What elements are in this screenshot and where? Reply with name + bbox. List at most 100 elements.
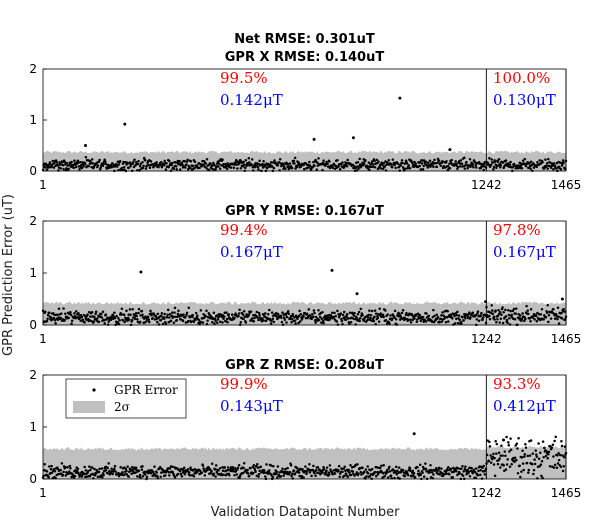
data-point (280, 320, 284, 324)
data-point (225, 317, 229, 321)
data-point (475, 318, 479, 321)
data-point (117, 316, 120, 320)
data-point (99, 166, 102, 169)
data-point (421, 167, 425, 171)
data-point (561, 159, 565, 162)
data-point (123, 473, 126, 476)
data-point (44, 166, 47, 169)
data-point (366, 316, 370, 319)
data-point (293, 156, 297, 160)
data-point (549, 317, 553, 320)
data-point (536, 311, 539, 315)
data-point (164, 474, 167, 477)
data-point (396, 469, 399, 473)
data-point (281, 311, 284, 314)
data-point (349, 463, 352, 467)
data-point (142, 164, 145, 168)
data-point (57, 316, 60, 319)
data-point (170, 163, 173, 167)
data-point (346, 158, 349, 162)
data-point (515, 442, 519, 446)
outlier-point (560, 297, 564, 301)
data-point (292, 159, 296, 163)
data-point (355, 471, 359, 474)
data-point (560, 444, 564, 448)
data-point (213, 468, 217, 471)
data-point (149, 160, 153, 163)
data-point (100, 467, 104, 470)
data-point (499, 317, 503, 321)
data-point (423, 318, 427, 321)
data-point (316, 161, 319, 165)
data-point (328, 160, 331, 163)
data-point (357, 310, 361, 314)
data-point (364, 468, 368, 471)
data-point (362, 470, 366, 474)
data-point (461, 316, 464, 319)
data-point (168, 312, 172, 316)
data-point (560, 317, 564, 320)
data-point (188, 474, 192, 477)
data-point (120, 307, 124, 310)
data-point (424, 320, 428, 323)
data-point (322, 159, 325, 162)
data-point (447, 465, 450, 469)
data-point (229, 166, 233, 169)
data-point (436, 315, 440, 319)
data-point (508, 317, 511, 320)
data-point (409, 469, 412, 473)
data-point (102, 473, 105, 477)
data-point (144, 473, 147, 476)
data-point (424, 160, 428, 164)
data-point (165, 162, 168, 165)
data-point (143, 321, 146, 324)
data-point (86, 317, 90, 321)
data-point (302, 167, 306, 171)
data-point (491, 309, 494, 312)
data-point (258, 469, 261, 472)
data-point (341, 470, 344, 473)
data-point (422, 164, 425, 168)
data-point (189, 320, 193, 324)
data-point (242, 309, 246, 313)
data-point (59, 316, 62, 320)
data-point (108, 316, 112, 320)
data-point (337, 469, 340, 472)
data-point (372, 163, 375, 166)
data-point (491, 312, 495, 316)
data-point (372, 319, 376, 323)
data-point (93, 467, 96, 471)
data-point (212, 311, 216, 314)
data-point (465, 160, 468, 164)
data-point (547, 314, 551, 317)
data-point (288, 470, 292, 474)
data-point (401, 468, 405, 472)
data-point (204, 470, 208, 473)
data-point (311, 468, 315, 472)
data-point (138, 164, 142, 168)
data-point (531, 462, 534, 466)
data-point (312, 464, 315, 468)
data-point (256, 466, 260, 469)
data-point (448, 166, 452, 170)
data-point (128, 318, 131, 321)
data-point (194, 318, 197, 322)
data-point (550, 446, 553, 449)
data-point (312, 309, 316, 312)
data-point (288, 472, 291, 476)
data-point (437, 466, 441, 470)
data-point (547, 453, 550, 456)
data-point (137, 307, 141, 311)
data-point (357, 167, 360, 170)
data-point (148, 166, 152, 169)
data-point (481, 318, 484, 321)
panel-title: GPR Y RMSE: 0.167uT (225, 204, 384, 219)
data-point (136, 317, 139, 321)
data-point (309, 168, 313, 171)
data-point (494, 309, 497, 312)
data-point (265, 166, 269, 170)
data-point (308, 160, 311, 164)
x-tick-label: 1242 (471, 178, 502, 192)
data-point (296, 467, 299, 470)
data-point (141, 313, 144, 317)
